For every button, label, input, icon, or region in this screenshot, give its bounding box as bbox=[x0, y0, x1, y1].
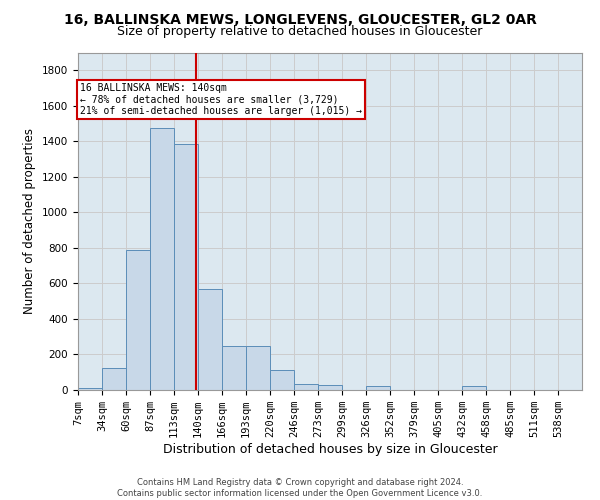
Bar bbox=[270, 370, 294, 390]
Bar bbox=[222, 346, 246, 390]
Bar bbox=[126, 250, 150, 390]
Y-axis label: Number of detached properties: Number of detached properties bbox=[23, 128, 37, 314]
Bar bbox=[318, 385, 342, 390]
Text: Size of property relative to detached houses in Gloucester: Size of property relative to detached ho… bbox=[118, 25, 482, 38]
Text: 16, BALLINSKA MEWS, LONGLEVENS, GLOUCESTER, GL2 0AR: 16, BALLINSKA MEWS, LONGLEVENS, GLOUCEST… bbox=[64, 12, 536, 26]
Bar bbox=[462, 386, 486, 390]
Bar bbox=[198, 289, 222, 390]
Text: 16 BALLINSKA MEWS: 140sqm
← 78% of detached houses are smaller (3,729)
21% of se: 16 BALLINSKA MEWS: 140sqm ← 78% of detac… bbox=[80, 82, 362, 116]
X-axis label: Distribution of detached houses by size in Gloucester: Distribution of detached houses by size … bbox=[163, 443, 497, 456]
Bar bbox=[246, 346, 270, 390]
Bar bbox=[174, 144, 198, 390]
Text: Contains HM Land Registry data © Crown copyright and database right 2024.
Contai: Contains HM Land Registry data © Crown c… bbox=[118, 478, 482, 498]
Bar bbox=[294, 384, 318, 390]
Bar bbox=[366, 386, 390, 390]
Bar bbox=[150, 128, 174, 390]
Bar bbox=[78, 388, 102, 390]
Bar bbox=[102, 368, 126, 390]
